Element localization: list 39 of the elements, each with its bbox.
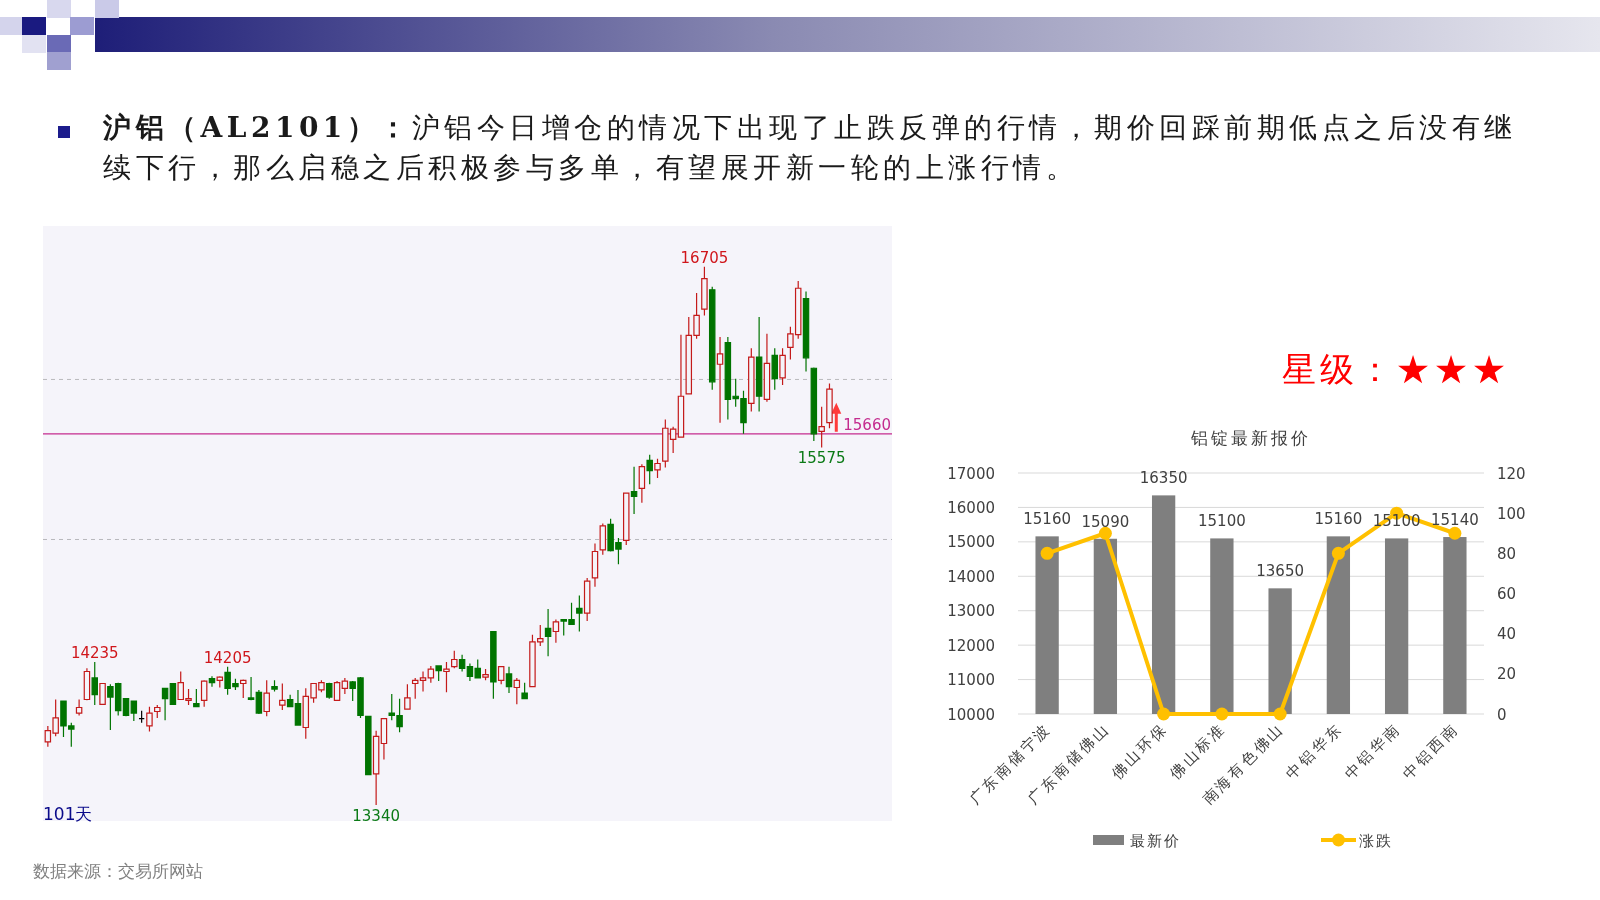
data-label: 15100 — [1198, 512, 1246, 531]
data-label: 15160 — [1023, 510, 1071, 529]
y2-tick-label: 100 — [1497, 504, 1526, 523]
y-tick-label: 17000 — [947, 464, 995, 483]
text: 星级：★★★ — [1282, 349, 1510, 389]
legend-item: 涨跌 — [1321, 832, 1393, 850]
y-tick-label: 15000 — [947, 533, 995, 552]
text: 沪铝（AL2101）：沪铝今日增仓的情况下出现了止跌反弹的行情，期价回踩前期低点之后没有继续下行，那么启稳之后积极参与多单，有望展开新一轮的上涨行情。 — [103, 110, 1518, 186]
data-label: 13650 — [1256, 562, 1304, 581]
annotation: 16705 — [680, 248, 729, 267]
y-tick-label: 10000 — [947, 705, 995, 724]
data-label: 16350 — [1139, 469, 1188, 488]
y2-tick-label: 60 — [1497, 585, 1517, 603]
y2-tick-label: 120 — [1497, 464, 1526, 483]
y-tick-label: 16000 — [947, 498, 995, 517]
y2-tick-label: 20 — [1497, 665, 1517, 684]
ref-line-label: 15660 — [843, 415, 891, 434]
legend-label: 涨跌 — [1359, 832, 1393, 850]
annotation: 13340 — [352, 807, 400, 826]
data-label: 15090 — [1081, 512, 1130, 531]
annotation: 14235 — [70, 643, 119, 662]
annotation: 15575 — [797, 449, 846, 468]
ref-line: 15660 — [42, 415, 893, 435]
y2-tick-label: 0 — [1497, 705, 1507, 724]
annotation: 101天 — [43, 804, 93, 824]
y-tick-label: 11000 — [947, 671, 995, 690]
y-tick-label: 12000 — [947, 636, 995, 655]
annotation: 14205 — [203, 648, 252, 667]
data-label: 15160 — [1314, 510, 1363, 529]
y-tick-label: 13000 — [947, 602, 995, 621]
legend-label: 最新价 — [1130, 832, 1181, 850]
x-tick-label: 中铝西南 — [1399, 719, 1463, 783]
y2-tick-label: 40 — [1497, 625, 1517, 644]
source-note: 数据来源：交易所网站 — [33, 861, 203, 881]
chart-title: 铝锭最新报价 — [1190, 428, 1311, 448]
data-label: 15140 — [1431, 511, 1479, 530]
y-tick-label: 14000 — [947, 567, 995, 586]
y2-tick-label: 80 — [1497, 544, 1517, 563]
legend-item: 最新价 — [1093, 832, 1181, 850]
